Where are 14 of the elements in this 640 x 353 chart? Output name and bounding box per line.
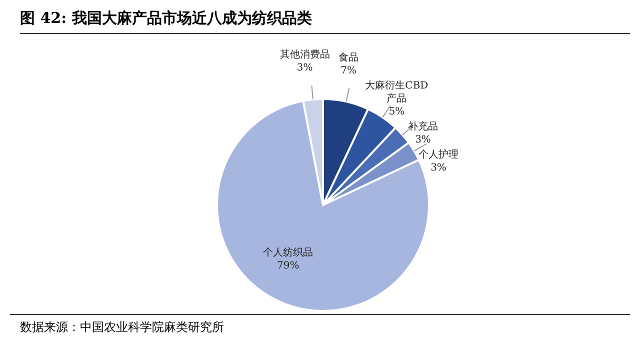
slice-label: 食品: [338, 51, 359, 64]
data-label: 3%: [430, 162, 446, 174]
slice-label: 其他消费品: [280, 48, 330, 61]
data-label: 3%: [296, 62, 313, 74]
source-note: 数据来源：中国农业科学院麻类研究所: [20, 319, 225, 336]
data-label: 5%: [388, 106, 405, 118]
slice-label: 大麻衍生CBD产品: [365, 79, 428, 104]
slice-label: 个人护理: [418, 148, 459, 160]
slice-label: 补充品: [408, 120, 438, 132]
data-label: 3%: [415, 134, 431, 146]
data-label: 7%: [340, 65, 356, 76]
slice-label: 个人纺织品: [263, 246, 314, 259]
chart-title: 图 42: 我国大麻产品市场近八成为纺织品类: [20, 9, 312, 27]
data-label: 79%: [277, 260, 300, 272]
